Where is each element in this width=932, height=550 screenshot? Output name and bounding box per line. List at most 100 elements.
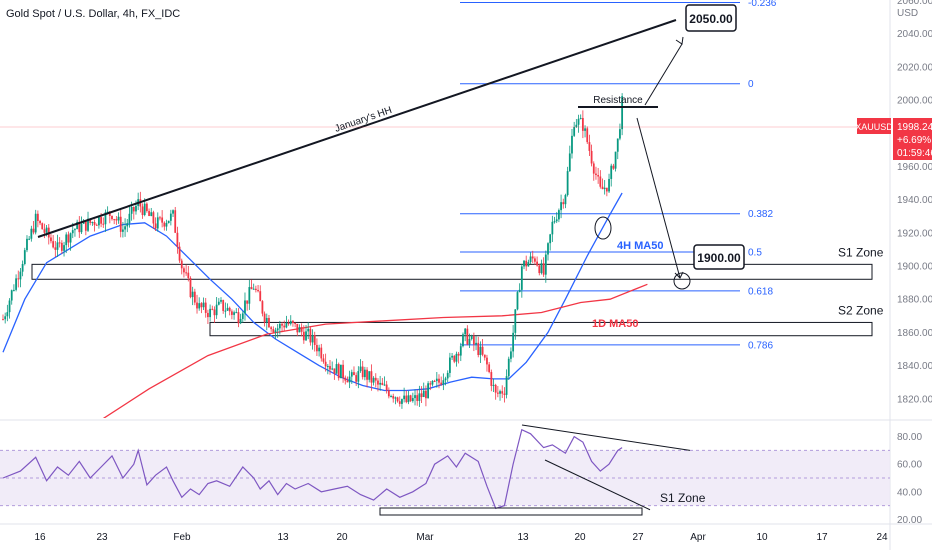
candle-body bbox=[527, 262, 530, 267]
candle-body bbox=[202, 302, 205, 308]
price-text: 1998.24 bbox=[897, 122, 932, 133]
time-tick-label: 13 bbox=[517, 532, 529, 543]
price-tick-label: 2020.00 bbox=[897, 62, 932, 73]
candle-body bbox=[58, 242, 61, 244]
candle-body bbox=[183, 268, 185, 273]
candle-body bbox=[324, 361, 327, 367]
candle-body bbox=[100, 217, 102, 224]
candle-body bbox=[261, 301, 264, 314]
price-axis: USD2060.002040.002020.002000.001980.0019… bbox=[897, 0, 932, 405]
candle-body bbox=[568, 153, 571, 172]
candle-body bbox=[510, 351, 512, 359]
time-tick-label: 27 bbox=[632, 532, 644, 543]
candle-body bbox=[442, 380, 445, 385]
candle-body bbox=[126, 223, 129, 227]
candle-body bbox=[516, 292, 519, 310]
candle-body bbox=[335, 364, 338, 374]
candle-body bbox=[542, 263, 545, 275]
support-zone-label: S2 Zone bbox=[838, 303, 884, 317]
pullback-circle bbox=[594, 216, 612, 240]
candle-body bbox=[135, 205, 137, 212]
candle-body bbox=[196, 302, 198, 309]
rsi-s1-zone-box bbox=[379, 507, 643, 516]
candle-body bbox=[71, 230, 74, 234]
candle-body bbox=[425, 390, 427, 399]
candle-body bbox=[298, 327, 301, 333]
price-tick-label: 1880.00 bbox=[897, 295, 932, 306]
target-circle bbox=[673, 272, 691, 290]
price-tick-label: 1960.00 bbox=[897, 162, 932, 173]
support-zone-box bbox=[31, 263, 873, 280]
candle-body bbox=[50, 237, 52, 242]
candle-body bbox=[503, 393, 506, 395]
target-2050-label: 2050.00 bbox=[689, 12, 733, 26]
candle-body bbox=[331, 368, 334, 370]
candle-body bbox=[387, 390, 390, 397]
fib-level-label: 0.618 bbox=[748, 286, 773, 297]
zones: S1 Zone S2 Zone bbox=[31, 245, 884, 337]
candle-body bbox=[65, 234, 68, 246]
candle-body bbox=[289, 320, 292, 324]
candle-body bbox=[333, 368, 336, 374]
candle-body bbox=[215, 304, 218, 316]
projection-down-arrow bbox=[636, 117, 681, 279]
candle-body bbox=[117, 216, 120, 221]
candle-body bbox=[154, 223, 157, 229]
candle-body bbox=[427, 383, 429, 399]
candle-body bbox=[237, 312, 240, 324]
price-tick-label: 2000.00 bbox=[897, 96, 932, 107]
candle-body bbox=[268, 317, 270, 328]
candle-body bbox=[104, 212, 107, 225]
time-tick-label: 20 bbox=[336, 532, 348, 543]
candle-body bbox=[588, 142, 591, 151]
candle-body bbox=[165, 223, 168, 227]
candle-body bbox=[507, 358, 510, 377]
resistance-label: Resistance bbox=[593, 95, 643, 106]
candle-body bbox=[307, 328, 310, 332]
candle-body bbox=[433, 380, 436, 382]
candle-body bbox=[316, 344, 318, 352]
candle-body bbox=[477, 342, 480, 356]
candle-body bbox=[329, 366, 331, 370]
candle-body bbox=[514, 309, 517, 333]
candle-body bbox=[187, 272, 190, 279]
projection-up-arrow bbox=[644, 43, 683, 106]
candle-body bbox=[84, 220, 87, 231]
candle-body bbox=[10, 290, 13, 301]
candle-body bbox=[418, 393, 421, 401]
candle-body bbox=[56, 242, 59, 250]
candle-body bbox=[353, 372, 355, 376]
target-2050-box bbox=[685, 4, 737, 32]
candle-body bbox=[592, 163, 595, 174]
candle-body bbox=[520, 266, 523, 290]
candle-body bbox=[124, 226, 126, 230]
candle-body bbox=[8, 300, 11, 313]
candle-body bbox=[163, 222, 166, 227]
price-tick-label: 1940.00 bbox=[897, 195, 932, 206]
candle-body bbox=[93, 222, 96, 225]
candle-body bbox=[355, 375, 358, 382]
candle-body bbox=[185, 272, 188, 274]
candle-body bbox=[564, 195, 567, 205]
candle-body bbox=[276, 328, 279, 331]
candle-body bbox=[292, 320, 294, 324]
candle-body bbox=[370, 371, 373, 383]
time-tick-label: 23 bbox=[96, 532, 108, 543]
candle-body bbox=[23, 250, 26, 265]
candle-body bbox=[468, 338, 471, 345]
candle-body bbox=[435, 378, 438, 382]
candle-body bbox=[534, 258, 536, 262]
candle-body bbox=[601, 186, 604, 190]
candle-body bbox=[235, 312, 238, 314]
candle-body bbox=[536, 261, 538, 266]
candle-body bbox=[231, 311, 233, 315]
rsi-tick-label: 40.00 bbox=[897, 487, 922, 498]
candle-body bbox=[287, 323, 290, 325]
price-tick-label: 1920.00 bbox=[897, 228, 932, 239]
candle-body bbox=[19, 271, 22, 280]
price-tick-label: 1860.00 bbox=[897, 328, 932, 339]
candle-body bbox=[553, 221, 556, 223]
candle-body bbox=[523, 260, 525, 267]
candle-body bbox=[396, 397, 399, 402]
